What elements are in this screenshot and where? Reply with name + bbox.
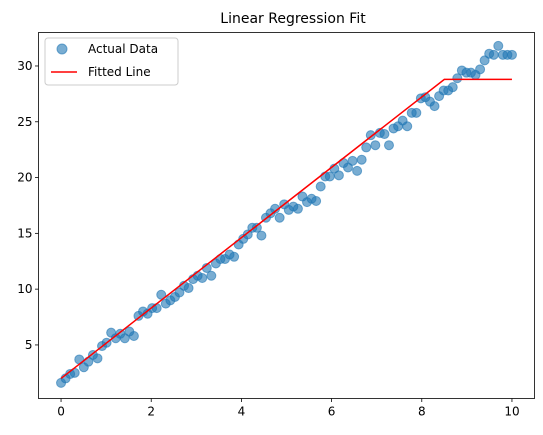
data-point	[452, 73, 463, 84]
legend: Actual Data Fitted Line	[44, 37, 179, 86]
data-point	[361, 142, 372, 153]
y-tick-label: 10	[17, 282, 32, 296]
legend-box	[44, 37, 179, 86]
x-tick-label: 4	[238, 405, 246, 419]
x-tick-label: 8	[418, 405, 426, 419]
data-point	[229, 251, 240, 262]
data-point	[429, 101, 440, 112]
y-tick-label: 5	[25, 338, 33, 352]
data-point	[506, 49, 517, 60]
y-tick-label: 15	[17, 226, 32, 240]
data-point	[352, 165, 363, 176]
data-point	[206, 270, 217, 281]
data-point	[242, 229, 253, 240]
data-point	[174, 287, 185, 298]
data-point	[475, 64, 486, 75]
y-tick-label: 30	[17, 59, 32, 73]
data-point	[488, 49, 499, 60]
data-point	[411, 107, 422, 118]
data-point	[370, 140, 381, 151]
data-point	[479, 55, 490, 66]
data-point	[197, 272, 208, 283]
data-point	[402, 121, 413, 132]
data-point	[356, 154, 367, 165]
data-point	[119, 333, 130, 344]
data-point	[183, 283, 194, 294]
data-point	[333, 170, 344, 181]
fitted-line	[60, 78, 512, 380]
data-point	[343, 162, 353, 173]
legend-marker-actual-data	[56, 43, 68, 55]
data-point	[156, 289, 167, 300]
data-point	[256, 230, 267, 241]
y-tick-label: 25	[17, 115, 32, 129]
data-point	[447, 82, 458, 93]
data-point	[383, 140, 394, 151]
x-tick-label: 0	[57, 405, 65, 419]
data-point	[379, 129, 390, 140]
chart-title: Linear Regression Fit	[220, 11, 366, 27]
legend-label-actual-data: Actual Data	[88, 42, 158, 56]
axis-ticks: 0 2 4 6 8 10 5 10 15 20 25 30	[17, 59, 519, 419]
data-point	[315, 181, 326, 192]
data-point	[493, 40, 504, 51]
legend-label-fitted-line: Fitted Line	[88, 65, 151, 79]
data-point	[151, 303, 162, 314]
data-point	[274, 212, 285, 223]
data-point	[292, 203, 303, 214]
data-point	[365, 130, 376, 141]
data-point	[128, 331, 139, 342]
data-point	[311, 195, 322, 206]
data-point	[347, 155, 358, 166]
axes-frame	[38, 32, 535, 399]
plot-area	[56, 40, 517, 388]
x-tick-label: 6	[328, 405, 336, 419]
y-tick-label: 20	[17, 171, 32, 185]
x-tick-label: 10	[504, 405, 519, 419]
data-point	[92, 353, 103, 364]
data-point	[251, 222, 262, 233]
x-tick-label: 2	[147, 405, 155, 419]
